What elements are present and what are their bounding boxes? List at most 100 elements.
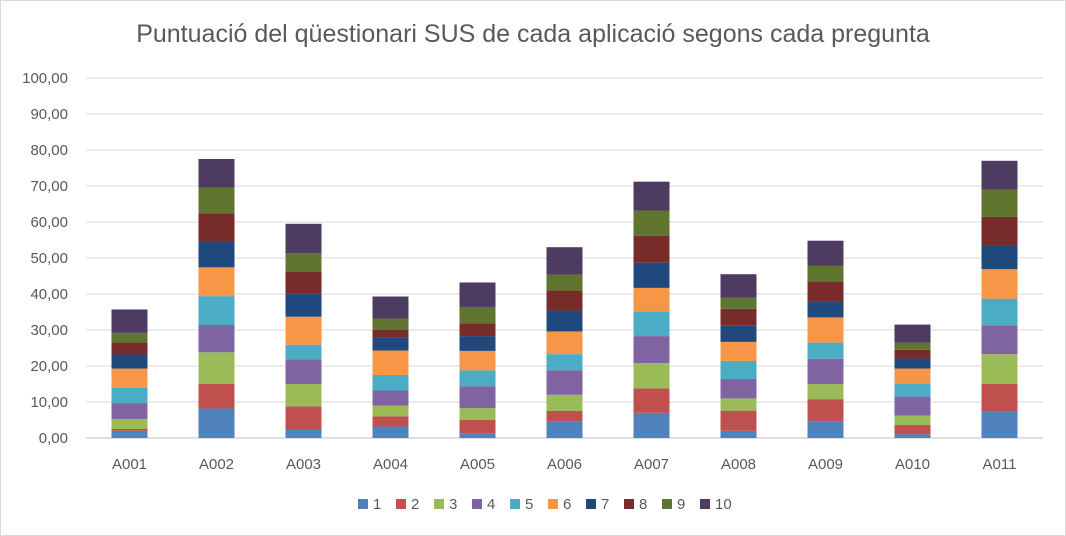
bar-segment-A001-q2 (111, 429, 148, 431)
bar-segment-A003-q7 (285, 293, 322, 317)
bar-segment-A003-q1 (285, 429, 322, 438)
bar-segment-A002-q6 (198, 267, 235, 297)
y-tick-label: 40,00 (30, 286, 68, 303)
legend-label: 5 (525, 496, 533, 513)
bar-segment-A002-q5 (198, 296, 235, 325)
bar-segment-A001-q1 (111, 430, 148, 438)
bar-segment-A002-q10 (198, 159, 235, 188)
bar-segment-A001-q4 (111, 403, 148, 419)
bar-segment-A008-q10 (720, 274, 757, 298)
bar-segment-A005-q2 (459, 420, 496, 434)
bar-segment-A006-q2 (546, 411, 583, 422)
legend-swatch (548, 499, 558, 509)
bar-segment-A007-q7 (633, 262, 670, 288)
bar-segment-A004-q8 (372, 329, 409, 338)
bar-segment-A001-q3 (111, 418, 148, 429)
bar-segment-A006-q9 (546, 274, 583, 291)
bar-segment-A011-q9 (981, 189, 1018, 217)
y-tick-label: 80,00 (30, 142, 68, 159)
bar-segment-A010-q5 (894, 383, 931, 397)
bar-segment-A006-q6 (546, 331, 583, 355)
bar-segment-A007-q6 (633, 287, 670, 312)
y-tick-label: 0,00 (39, 430, 68, 447)
bar-segment-A005-q5 (459, 370, 496, 387)
bar-segment-A011-q6 (981, 269, 1018, 299)
x-axis-ticks: A001 A002 A003 A004 A005 A006 A007 A008 A009 A010… (112, 456, 1016, 473)
bar-segment-A011-q2 (981, 384, 1018, 412)
bar-segment-A002-q7 (198, 241, 235, 268)
bar-segment-A009-q2 (807, 399, 844, 422)
legend-label: 2 (411, 496, 419, 513)
legend: 1 2 3 4 5 6 7 8 9 10 (358, 496, 732, 513)
bar-segment-A004-q4 (372, 390, 409, 406)
bar-segment-A011-q4 (981, 325, 1018, 355)
bar-segment-A009-q7 (807, 301, 844, 318)
bar-segment-A010-q6 (894, 368, 931, 384)
x-tick-label: A010 (895, 456, 930, 473)
bar-segment-A008-q7 (720, 325, 757, 342)
x-tick-label: A011 (983, 456, 1017, 473)
y-tick-label: 50,00 (30, 250, 68, 267)
bar-segment-A001-q9 (111, 332, 148, 343)
y-axis-ticks: 0,00 10,00 20,00 30,00 40,00 50,00 60,00 70,00 8… (22, 70, 68, 447)
bar-segment-A003-q3 (285, 384, 322, 407)
bar-segment-A007-q5 (633, 311, 670, 337)
bar-segment-A001-q7 (111, 354, 148, 369)
bar-segment-A008-q2 (720, 410, 757, 431)
bar-segment-A011-q3 (981, 354, 1018, 384)
bar-segment-A009-q8 (807, 281, 844, 302)
legend-swatch (586, 499, 596, 509)
bar-segment-A003-q2 (285, 406, 322, 429)
bar-segment-A002-q9 (198, 187, 235, 214)
y-tick-label: 30,00 (30, 322, 68, 339)
bar-segment-A005-q7 (459, 336, 496, 351)
bar-segment-A009-q4 (807, 358, 844, 384)
bar-segment-A011-q8 (981, 216, 1018, 246)
bar-segment-A001-q6 (111, 368, 148, 388)
y-tick-label: 10,00 (30, 394, 68, 411)
bar-segment-A011-q5 (981, 298, 1018, 326)
bar-segment-A003-q10 (285, 223, 322, 254)
bar-segment-A005-q3 (459, 408, 496, 420)
bar-segment-A006-q3 (546, 394, 583, 411)
bar-segment-A009-q1 (807, 421, 844, 438)
bar-segment-A008-q5 (720, 360, 757, 379)
x-tick-label: A003 (286, 456, 321, 473)
bar-segment-A002-q3 (198, 352, 235, 384)
bar-segment-A005-q4 (459, 386, 496, 409)
x-tick-label: A007 (634, 456, 669, 473)
bar-segment-A003-q8 (285, 271, 322, 294)
bar-segment-A005-q8 (459, 323, 496, 337)
bar-segment-A004-q2 (372, 416, 409, 427)
bar-segment-A003-q9 (285, 253, 322, 272)
bar-segment-A010-q4 (894, 396, 931, 416)
legend-label: 8 (639, 496, 647, 513)
bar-segment-A007-q3 (633, 363, 670, 389)
bar-segment-A006-q5 (546, 354, 583, 371)
bar-segment-A001-q5 (111, 387, 148, 404)
legend-swatch (396, 499, 406, 509)
bar-segment-A005-q9 (459, 306, 496, 324)
bar-segment-A001-q10 (111, 309, 148, 333)
bar-segment-A007-q4 (633, 336, 670, 364)
legend-label: 3 (449, 496, 457, 513)
bar-segment-A009-q5 (807, 342, 844, 359)
bar-segment-A010-q8 (894, 349, 931, 359)
bar-segment-A011-q10 (981, 160, 1018, 190)
bar-segment-A007-q9 (633, 210, 670, 236)
bar-segment-A007-q2 (633, 388, 670, 413)
x-tick-label: A004 (373, 456, 408, 473)
bar-segment-A002-q8 (198, 213, 235, 242)
legend-swatch (700, 499, 710, 509)
bar-segment-A010-q10 (894, 324, 931, 343)
x-tick-label: A009 (808, 456, 843, 473)
y-tick-label: 70,00 (30, 178, 68, 195)
bar-segment-A008-q6 (720, 341, 757, 361)
legend-label: 9 (677, 496, 685, 513)
bar-segment-A004-q9 (372, 318, 409, 330)
bar-segment-A006-q1 (546, 421, 583, 438)
legend-label: 6 (563, 496, 571, 513)
bar-segment-A007-q1 (633, 412, 670, 438)
